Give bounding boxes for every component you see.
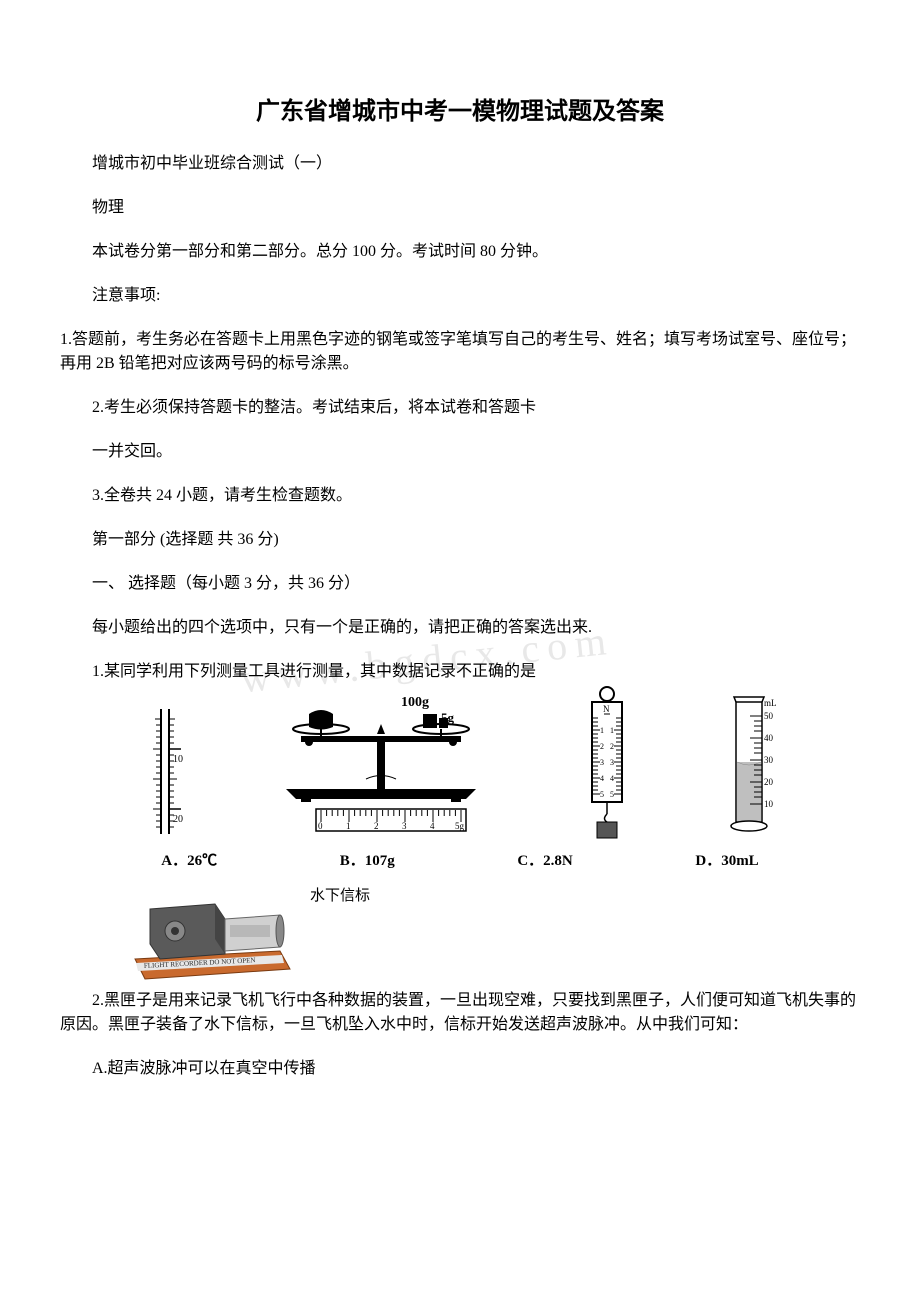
spring-scale-figure: N: [572, 704, 642, 844]
notice-label: 注意事项:: [60, 284, 860, 308]
q1-option-a: A．26℃: [161, 854, 217, 869]
notice-2: 2.考生必须保持答题卡的整洁。考试结束后，将本试卷和答题卡: [60, 396, 860, 420]
cylinder-unit: mL: [764, 698, 777, 708]
cyl-tick-20: 20: [764, 777, 774, 787]
cylinder-figure: mL 50 40 30 20 10: [724, 704, 779, 844]
cyl-tick-40: 40: [764, 733, 774, 743]
cyl-tick-50: 50: [764, 711, 774, 721]
q1-option-b: B．107g: [340, 854, 395, 869]
flight-recorder-icon: FLIGHT RECORDER DO NOT OPEN: [130, 889, 300, 989]
spring-tick-1: 1: [600, 726, 604, 735]
q1-stem: 1.某同学利用下列测量工具进行测量，其中数据记录不正确的是: [60, 660, 860, 684]
spring-unit: N: [603, 704, 610, 714]
balance-icon: 100g 5g: [271, 694, 491, 844]
thermo-tick-20: 20: [173, 814, 183, 825]
part-1-header: 第一部分 (选择题 共 36 分): [60, 528, 860, 552]
page-title: 广东省增城市中考一模物理试题及答案: [60, 100, 860, 124]
notice-1: 1.答题前，考生务必在答题卡上用黑色字迹的钢笔或签字笔填写自己的考生号、姓名；填…: [60, 328, 860, 376]
ruler-tick-0: 0: [318, 821, 323, 831]
ruler-tick-2: 2: [374, 821, 379, 831]
graduated-cylinder-icon: mL 50 40 30 20 10: [724, 694, 779, 844]
exam-info: 本试卷分第一部分和第二部分。总分 100 分。考试时间 80 分钟。: [60, 240, 860, 264]
ruler-tick-4: 4: [430, 821, 435, 831]
blackbox-label: 水下信标: [310, 889, 370, 904]
ruler-tick-5g: 5g: [455, 821, 465, 831]
thermo-tick-10: 10: [173, 754, 183, 765]
notice-2b: 一并交回。: [60, 440, 860, 464]
spring-tick-2r: 2: [610, 742, 614, 751]
spring-scale-icon: N: [572, 684, 642, 844]
subject-line: 物理: [60, 196, 860, 220]
thermometer-icon: 10 20: [141, 704, 189, 844]
section-1-desc: 每小题给出的四个选项中，只有一个是正确的，请把正确的答案选出来.: [60, 616, 860, 640]
balance-figure: 100g 5g: [271, 704, 491, 844]
q1-options: A．26℃ B．107g C．2.8N D．30mL: [60, 854, 860, 869]
notice-3: 3.全卷共 24 小题，请考生检查题数。: [60, 484, 860, 508]
spring-tick-3: 3: [600, 758, 604, 767]
spring-tick-4: 4: [600, 774, 604, 783]
subtitle-line: 增城市初中毕业班综合测试（一）: [60, 152, 860, 176]
q2-stem: 2.黑匣子是用来记录飞机飞行中各种数据的装置，一旦出现空难，只要找到黑匣子，人们…: [60, 989, 860, 1037]
section-1-header: 一、 选择题（每小题 3 分，共 36 分）: [60, 572, 860, 596]
balance-100g-label: 100g: [401, 695, 429, 710]
q2-option-a: A.超声波脉冲可以在真空中传播: [60, 1057, 860, 1081]
spring-tick-2: 2: [600, 742, 604, 751]
spring-tick-3r: 3: [610, 758, 614, 767]
spring-tick-5r: 5: [610, 790, 614, 799]
q1-option-c: C．2.8N: [517, 854, 572, 869]
cyl-tick-10: 10: [764, 799, 774, 809]
spring-tick-1r: 1: [610, 726, 614, 735]
spring-tick-4r: 4: [610, 774, 614, 783]
ruler-tick-1: 1: [346, 821, 351, 831]
q1-figure-row: 10 20: [60, 704, 860, 844]
spring-tick-5: 5: [600, 790, 604, 799]
cyl-tick-30: 30: [764, 755, 774, 765]
ruler-tick-3: 3: [402, 821, 407, 831]
q1-option-d: D．30mL: [695, 854, 758, 869]
thermometer-figure: 10 20: [141, 704, 189, 844]
blackbox-figure: FLIGHT RECORDER DO NOT OPEN 水下信标: [130, 889, 860, 989]
